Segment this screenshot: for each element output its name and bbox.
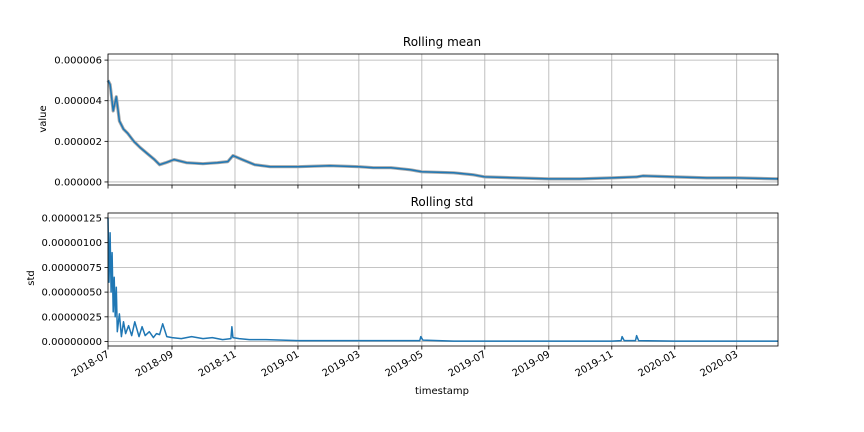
- rolling-mean-y-ticks: 0.000000 0.000002 0.000004 0.000006: [54, 56, 108, 188]
- rolling-mean-axes: Rolling mean value 0.0000000.0000020.000…: [38, 35, 779, 189]
- rolling-mean-title: Rolling mean: [403, 35, 481, 49]
- timestamp-x-label: timestamp: [415, 386, 469, 397]
- y-tick-label: 0.00000050: [42, 288, 102, 299]
- series-line: [107, 80, 779, 180]
- y-tick-label: 0.000000: [54, 177, 102, 188]
- x-tick-label: 2019-05: [384, 349, 426, 379]
- y-tick-label: 0.00000025: [42, 312, 102, 323]
- x-tick-label: 2020-01: [637, 349, 679, 379]
- y-tick-label: 0.00000000: [42, 337, 102, 348]
- y-tick-label: 0.00000075: [42, 263, 102, 274]
- series-line: [107, 217, 778, 342]
- x-tick-label: 2019-01: [260, 349, 302, 379]
- rolling-mean-frame: [107, 53, 779, 186]
- x-tick-label: 2019-07: [447, 349, 489, 379]
- rolling-std-y-ticks: 0.00000000 0.00000025 0.00000050 0.00000075…: [42, 213, 108, 348]
- x-tick-label: 2019-09: [511, 349, 553, 379]
- rolling-std-title: Rolling std: [411, 195, 474, 209]
- y-tick-label: 0.000002: [54, 137, 102, 148]
- x-tick-label: 2020-03: [699, 349, 741, 379]
- y-tick-label: 0.000006: [54, 56, 102, 67]
- y-tick-label: 0.00000125: [42, 213, 102, 224]
- rolling-std-y-label: std: [26, 270, 37, 285]
- y-tick-label: 0.000004: [54, 96, 102, 107]
- x-tick-label: 2018-11: [197, 349, 239, 379]
- x-tick-label: 2018-07: [70, 349, 112, 379]
- x-tick-label: 2019-03: [321, 349, 363, 379]
- mean-band-line: [106, 79, 779, 181]
- x-tick-label: 2019-11: [574, 349, 616, 379]
- y-tick-label: 0.00000100: [42, 238, 102, 249]
- rolling-mean-y-label: value: [38, 105, 49, 132]
- x-tick-label: 2018-09: [134, 349, 176, 379]
- rolling-mean-x-ticks: [107, 185, 738, 189]
- rolling-std-frame: [107, 212, 779, 347]
- rolling-mean-series: [106, 79, 779, 181]
- rolling-std-axes: Rolling std std timestamp 0.000000000.00…: [26, 195, 779, 397]
- rolling-std-series: [107, 217, 778, 342]
- rolling-mean-grid: [107, 54, 778, 185]
- rolling-std-x-ticks: 2018-07 2018-09 2018-11 2019-01 2019-03 2019-…: [70, 346, 740, 379]
- rolling-std-grid: [107, 213, 778, 346]
